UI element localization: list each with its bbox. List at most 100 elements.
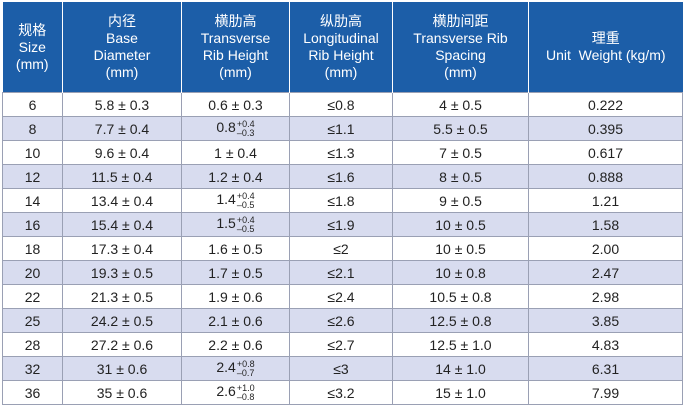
- cell: 7.99: [528, 380, 683, 405]
- cell: 11.5 ± 0.4: [62, 164, 182, 189]
- cell: 1.9 ± 0.6: [181, 284, 290, 309]
- cell: 1.58: [528, 212, 683, 237]
- cell: 7.7 ± 0.4: [62, 116, 182, 141]
- cell: 1 ± 0.4: [181, 140, 290, 165]
- cell: 4 ± 0.5: [392, 92, 529, 117]
- table-row: 8 7.7 ± 0.4 0.8 +0.4 –0.3 ≤1.1 5.5 ± 0.5 0.395: [2, 116, 683, 141]
- cell: 2.6 +1.0 –0.8: [181, 380, 290, 405]
- header-line: Diameter: [93, 47, 151, 63]
- header-line: Rib Height: [202, 47, 269, 63]
- cell: 15.4 ± 0.4: [62, 212, 182, 237]
- header-line: Transverse: [200, 30, 271, 46]
- cell: 2.2 ± 0.6: [181, 332, 290, 357]
- cell: 0.395: [528, 116, 683, 141]
- cell: 35 ± 0.6: [62, 380, 182, 405]
- lower-tolerance: –0.5: [236, 199, 255, 210]
- lower-tolerance: –0.3: [236, 127, 255, 138]
- header-line: (mm): [219, 64, 252, 80]
- cell: 14 ± 1.0: [392, 356, 529, 381]
- cell: ≤3: [289, 356, 393, 381]
- rebar-table: 规格 Size (mm) 内径 Base Diameter (mm) 横肋高 Transvers…: [2, 2, 683, 405]
- header-line: Transverse Rib: [413, 30, 508, 46]
- table-row: 10 9.6 ± 0.4 1 ± 0.4 ≤1.3 7 ± 0.5 0.617: [2, 140, 683, 165]
- cell: 14: [2, 188, 63, 213]
- cell: 0.8 +0.4 –0.3: [181, 116, 290, 141]
- cell: 16: [2, 212, 63, 237]
- cell: 31 ± 0.6: [62, 356, 182, 381]
- upper-tolerance: +0.4: [236, 118, 255, 129]
- header-line: 横肋间距: [432, 13, 489, 29]
- cell: 20: [2, 260, 63, 285]
- cell: 2.98: [528, 284, 683, 309]
- tolerance: +0.4 –0.5: [237, 215, 255, 234]
- cell: 0.222: [528, 92, 683, 117]
- table-row: 36 35 ± 0.6 2.6 +1.0 –0.8 ≤3.2 15 ± 1.0 7.99: [2, 380, 683, 405]
- table-body: 6 5.8 ± 0.3 0.6 ± 0.3 ≤0.8 4 ± 0.5 0.222 8 7.7 …: [2, 92, 683, 405]
- table-row: 32 31 ± 0.6 2.4 +0.8 –0.7 ≤3 14 ± 1.0 6.31: [2, 356, 683, 381]
- header-line: Spacing: [435, 47, 486, 63]
- cell: 1.4 +0.4 –0.5: [181, 188, 290, 213]
- cell: ≤1.8: [289, 188, 393, 213]
- cell: 6.31: [528, 356, 683, 381]
- cell: ≤1.3: [289, 140, 393, 165]
- cell: 27.2 ± 0.6: [62, 332, 182, 357]
- cell: 0.888: [528, 164, 683, 189]
- cell: 17.3 ± 0.4: [62, 236, 182, 261]
- table-row: 12 11.5 ± 0.4 1.2 ± 0.4 ≤1.6 8 ± 0.5 0.888: [2, 164, 683, 189]
- cell: 9 ± 0.5: [392, 188, 529, 213]
- header-line: Rib Height: [308, 47, 374, 63]
- table-container: 规格 Size (mm) 内径 Base Diameter (mm) 横肋高 Transvers…: [2, 2, 683, 405]
- header-cell: 规格 Size (mm): [2, 2, 63, 93]
- cell: 8 ± 0.5: [392, 164, 529, 189]
- cell: 22: [2, 284, 63, 309]
- cell-value: 1.5: [216, 215, 236, 232]
- cell-value: 2.4: [216, 359, 236, 376]
- header-line: 横肋高: [214, 13, 257, 29]
- cell: 13.4 ± 0.4: [62, 188, 182, 213]
- cell: 19.3 ± 0.5: [62, 260, 182, 285]
- cell-value: 0.8: [216, 119, 236, 136]
- table-row: 25 24.2 ± 0.5 2.1 ± 0.6 ≤2.6 12.5 ± 0.8 3.85: [2, 308, 683, 333]
- header-cell: 横肋高 Transverse Rib Height (mm): [181, 2, 290, 93]
- cell: 36: [2, 380, 63, 405]
- cell: 10 ± 0.8: [392, 260, 529, 285]
- cell: 10 ± 0.5: [392, 236, 529, 261]
- header-line: 规格: [18, 21, 47, 38]
- cell: 15 ± 1.0: [392, 380, 529, 405]
- cell: ≤2.7: [289, 332, 393, 357]
- cell: 0.6 ± 0.3: [181, 92, 290, 117]
- cell: 1.2 ± 0.4: [181, 164, 290, 189]
- cell: ≤1.1: [289, 116, 393, 141]
- upper-tolerance: +0.8: [236, 358, 255, 369]
- table-row: 16 15.4 ± 0.4 1.5 +0.4 –0.5 ≤1.9 10 ± 0.5 1.58: [2, 212, 683, 237]
- cell: 24.2 ± 0.5: [62, 308, 182, 333]
- cell: 1.5 +0.4 –0.5: [181, 212, 290, 237]
- cell: ≤2.1: [289, 260, 393, 285]
- lower-tolerance: –0.8: [236, 391, 255, 402]
- cell: 4.83: [528, 332, 683, 357]
- cell: 28: [2, 332, 63, 357]
- cell: 5.8 ± 0.3: [62, 92, 182, 117]
- header-cell: 横肋间距 Transverse Rib Spacing (mm): [392, 2, 529, 93]
- header-line: Base: [106, 30, 138, 46]
- cell: 32: [2, 356, 63, 381]
- cell-value: 1.4: [216, 191, 236, 208]
- header-line: (mm): [105, 64, 139, 80]
- header-cell: 纵肋高 Longitudinal Rib Height (mm): [289, 2, 393, 93]
- cell: ≤2: [289, 236, 393, 261]
- header-line: (mm): [15, 55, 49, 72]
- cell: 1.21: [528, 188, 683, 213]
- header-line: Size: [18, 38, 46, 55]
- cell: 0.617: [528, 140, 683, 165]
- cell: 2.00: [528, 236, 683, 261]
- header-row: 规格 Size (mm) 内径 Base Diameter (mm) 横肋高 Transvers…: [2, 2, 683, 93]
- table-row: 28 27.2 ± 0.6 2.2 ± 0.6 ≤2.7 12.5 ± 1.0 4.83: [2, 332, 683, 357]
- header-line: 纵肋高: [320, 13, 362, 29]
- table-row: 14 13.4 ± 0.4 1.4 +0.4 –0.5 ≤1.8 9 ± 0.5 1.21: [2, 188, 683, 213]
- cell: 1.7 ± 0.5: [181, 260, 290, 285]
- cell: 25: [2, 308, 63, 333]
- cell: 12.5 ± 1.0: [392, 332, 529, 357]
- cell-value: 2.6: [216, 383, 236, 400]
- cell: 2.4 +0.8 –0.7: [181, 356, 290, 381]
